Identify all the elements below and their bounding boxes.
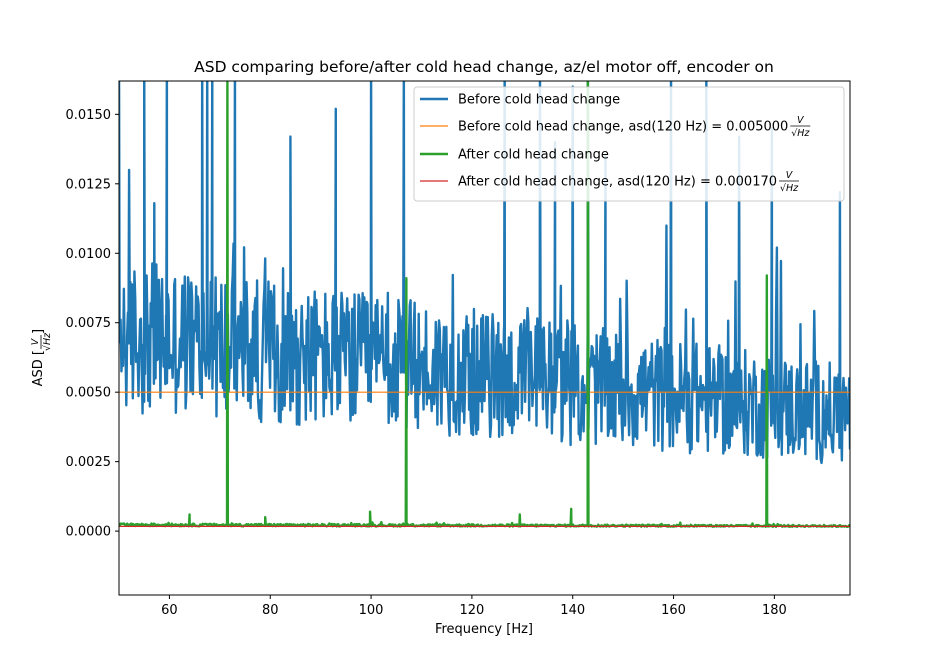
chart-title: ASD comparing before/after cold head cha… [194,58,774,76]
legend-label: After cold head change, asd(120 Hz) = 0.… [458,175,777,190]
legend-label: Before cold head change, asd(120 Hz) = 0… [458,120,788,135]
legend: Before cold head change Before cold head … [413,86,845,202]
legend-unit-numerator: V [797,115,805,126]
y-tick-label: 0.0075 [66,316,112,331]
y-tick-label: 0.0150 [66,108,112,123]
y-axis-unit-numerator: V [30,337,41,345]
x-tick-label: 100 [359,603,384,618]
y-tick-label: 0.0125 [66,177,112,192]
legend-label: Before cold head change [458,93,620,108]
x-tick-label: 120 [459,603,484,618]
series-line-0 [119,81,850,465]
y-tick-label: 0.0050 [66,386,112,401]
legend-label: After cold head change [458,148,609,163]
x-tick-label: 160 [661,603,686,618]
y-tick-label: 0.0100 [66,247,112,262]
legend-unit-denominator: √Hz [780,183,799,194]
x-axis-title: Frequency [Hz] [435,622,533,637]
y-axis: 0.0000 0.0025 0.0050 0.0075 0.0100 0.0125 0.01… [66,108,119,540]
y-tick-label: 0.0000 [66,525,112,540]
series-layer [119,81,850,529]
plot-frame [118,80,851,596]
y-axis-title: ASD [ V √Hz ] [30,329,53,386]
y-tick-label: 0.0025 [66,455,112,470]
x-tick-label: 60 [161,603,178,618]
y-axis-unit-denominator: √Hz [42,332,53,351]
x-axis: 60 80 100 120 140 160 180 [161,595,787,618]
x-tick-label: 140 [560,603,585,618]
legend-unit-numerator: V [786,170,794,181]
legend-box [413,86,845,202]
x-tick-label: 180 [762,603,787,618]
y-axis-title-text: ASD [ [31,350,46,386]
legend-unit-denominator: √Hz [791,128,810,139]
y-axis-title-close-bracket: ] [31,329,46,334]
x-tick-label: 80 [262,603,279,618]
